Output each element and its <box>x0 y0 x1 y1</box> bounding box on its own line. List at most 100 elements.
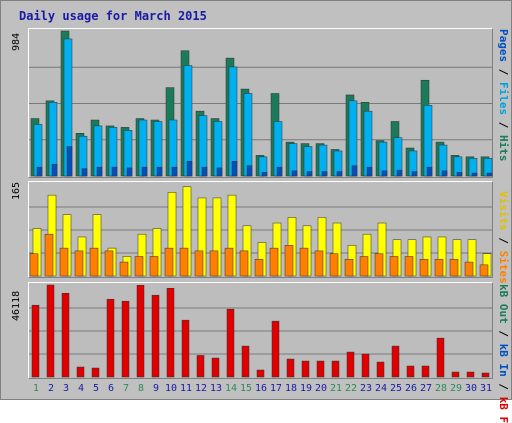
files-bar <box>348 100 358 177</box>
day-label: 26 <box>404 383 418 394</box>
kbytes-bar <box>136 284 145 378</box>
kbytes-bar <box>31 304 40 378</box>
sites-bar <box>419 259 429 277</box>
kbytes-bar <box>271 320 280 378</box>
pages-bar <box>81 168 88 177</box>
day-label: 6 <box>107 383 115 394</box>
kbytes-bar <box>211 357 220 378</box>
day-label: 5 <box>92 383 100 394</box>
pages-bar <box>426 166 433 177</box>
pages-bar <box>366 166 373 177</box>
sites-bar <box>59 247 69 277</box>
pages-bar <box>351 165 358 177</box>
pages-bar <box>486 172 493 177</box>
day-label: 10 <box>164 383 178 394</box>
kbytes-bar <box>241 345 250 378</box>
kbytes-bar <box>46 284 55 378</box>
pages-bar <box>291 170 298 177</box>
kbytes-bar <box>361 353 370 378</box>
day-label: 19 <box>299 383 313 394</box>
pages-bar <box>321 171 328 177</box>
pages-bar <box>306 171 313 177</box>
files-bar <box>423 105 433 177</box>
kbytes-bar <box>346 351 355 378</box>
files-bar <box>243 93 253 177</box>
files-bar <box>183 65 193 177</box>
chart-title: Daily usage for March 2015 <box>19 9 207 23</box>
sites-bar <box>89 247 99 277</box>
kbytes-bar <box>166 287 175 378</box>
pages-bar <box>396 169 403 177</box>
sites-bar <box>164 247 174 277</box>
sites-bar <box>479 264 489 277</box>
sites-bar <box>179 247 189 277</box>
sites-bar <box>119 261 129 277</box>
day-label: 2 <box>47 383 55 394</box>
day-label: 22 <box>344 383 358 394</box>
sites-bar <box>269 247 279 277</box>
sites-bar <box>44 233 54 277</box>
day-label: 31 <box>479 383 493 394</box>
pages-bar <box>246 165 253 177</box>
sites-bar <box>194 250 204 277</box>
sites-bar <box>374 253 384 277</box>
pages-bar <box>201 166 208 177</box>
pages-bar <box>51 163 58 177</box>
day-label: 1 <box>32 383 40 394</box>
pages-bar <box>336 171 343 177</box>
kbytes-bar <box>481 372 490 378</box>
sites-bar <box>134 256 144 277</box>
sites-bar <box>254 259 264 277</box>
kbytes-bar <box>76 366 85 378</box>
sites-bar <box>74 250 84 277</box>
pages-bar <box>186 161 193 177</box>
pages-bar <box>171 166 178 177</box>
day-label: 24 <box>374 383 388 394</box>
day-label: 15 <box>239 383 253 394</box>
pages-bar <box>156 166 163 177</box>
sites-bar <box>149 256 159 277</box>
kbytes-bar <box>256 369 265 378</box>
pages-bar <box>96 166 103 177</box>
sites-bar <box>359 256 369 277</box>
kbytes-bar <box>316 360 325 378</box>
files-bar <box>363 110 373 177</box>
kbf-legend: kB F <box>497 396 510 423</box>
day-label: 12 <box>194 383 208 394</box>
sites-bar <box>284 245 294 277</box>
pages-bar <box>411 171 418 177</box>
day-label: 29 <box>449 383 463 394</box>
sites-bar <box>224 247 234 277</box>
day-label: 4 <box>77 383 85 394</box>
day-label: 17 <box>269 383 283 394</box>
kbytes-bar <box>421 365 430 378</box>
day-label: 16 <box>254 383 268 394</box>
day-label: 27 <box>419 383 433 394</box>
kbytes-bar <box>286 358 295 378</box>
kbytes-bar <box>106 298 115 378</box>
day-label: 18 <box>284 383 298 394</box>
day-label: 21 <box>329 383 343 394</box>
kbytes-bar <box>436 337 445 378</box>
kbytes-bar <box>376 361 385 378</box>
day-label: 7 <box>122 383 130 394</box>
sites-bar <box>239 250 249 277</box>
pages-bar <box>456 172 463 177</box>
pages-bar <box>126 167 133 177</box>
kbytes-bar <box>451 371 460 378</box>
sites-bar <box>434 259 444 277</box>
pages-bar <box>66 146 73 177</box>
sites-bar <box>104 250 114 277</box>
kbytes-bar <box>61 292 70 378</box>
pages-bar <box>216 167 223 177</box>
day-label: 8 <box>137 383 145 394</box>
day-label: 9 <box>152 383 160 394</box>
kbytes-bar <box>196 355 205 378</box>
sites-bar <box>299 247 309 277</box>
pages-bar <box>276 166 283 177</box>
chart-marks <box>29 30 493 378</box>
day-label: 3 <box>62 383 70 394</box>
kbytes-bar <box>226 308 235 378</box>
pages-bar <box>231 161 238 177</box>
